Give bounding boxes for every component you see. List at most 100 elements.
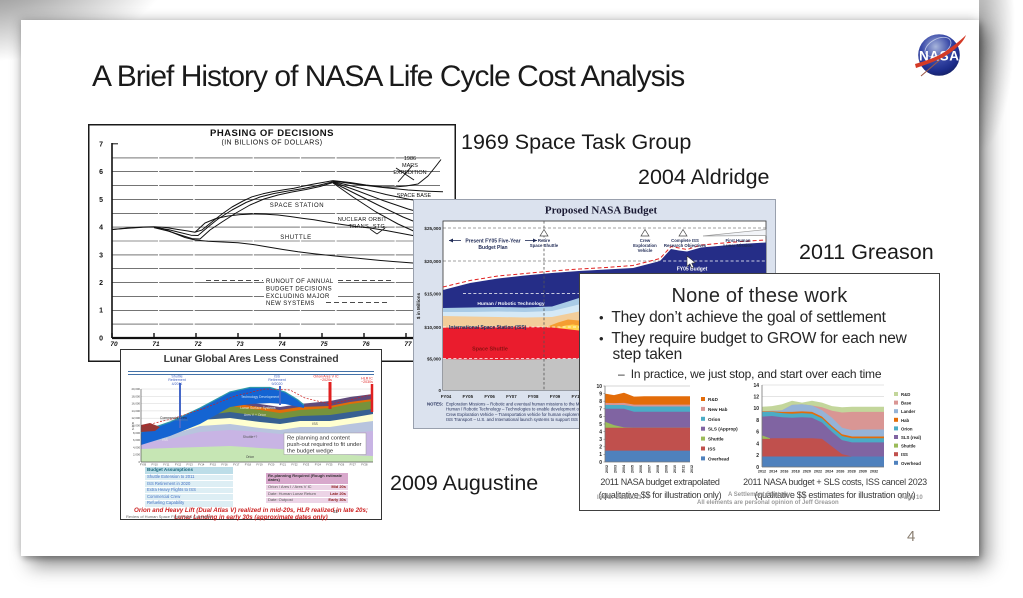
svg-text:SLS (Approp): SLS (Approp)	[708, 427, 738, 432]
svg-text:2006: 2006	[639, 465, 643, 473]
svg-text:FY08: FY08	[528, 394, 539, 399]
svg-text:FY20: FY20	[268, 463, 275, 467]
svg-text:ISS Transport – U.S. and Inter: ISS Transport – U.S. and International l…	[446, 417, 591, 422]
svg-text:$ in Millions: $ in Millions	[416, 292, 421, 319]
svg-text:2012: 2012	[758, 470, 766, 474]
svg-text:Retirement: Retirement	[268, 378, 286, 382]
svg-text:$ in B: $ in B	[131, 422, 135, 430]
svg-text:New Hab: New Hab	[708, 407, 728, 412]
svg-text:Shuttle: Shuttle	[901, 444, 916, 449]
svg-text:Orion: Orion	[246, 455, 254, 459]
svg-text:Overhead: Overhead	[901, 461, 921, 466]
svg-text:Orion/Ares V IC: Orion/Ares V IC	[313, 374, 339, 378]
svg-text:Retire: Retire	[538, 238, 551, 243]
svg-text:2: 2	[99, 280, 103, 287]
svg-text:FY25: FY25	[326, 463, 333, 467]
svg-text:FY10: FY10	[572, 394, 583, 399]
svg-text:2011: 2011	[682, 465, 686, 473]
svg-text:0: 0	[99, 335, 103, 342]
svg-text:3: 3	[99, 252, 103, 259]
svg-text:8: 8	[599, 399, 602, 405]
svg-text:FY26: FY26	[338, 463, 345, 467]
svg-text:14,000: 14,000	[131, 409, 140, 413]
svg-text:NUCLEAR ORBIT: NUCLEAR ORBIT	[338, 217, 388, 223]
svg-text:Complete ISS: Complete ISS	[671, 238, 699, 243]
svg-text:FY21: FY21	[280, 463, 287, 467]
svg-text:TRANS. STG.: TRANS. STG.	[349, 224, 388, 230]
svg-text:NOTES:: NOTES:	[427, 402, 444, 407]
svg-text:FY11: FY11	[163, 463, 170, 467]
svg-text:2024: 2024	[825, 470, 834, 474]
svg-text:$15,000: $15,000	[424, 292, 441, 297]
svg-text:2005: 2005	[631, 465, 635, 473]
svg-text:(IN BILLIONS OF DOLLARS): (IN BILLIONS OF DOLLARS)	[221, 140, 322, 147]
svg-text:Commercial Crew: Commercial Crew	[160, 416, 187, 420]
svg-text:Human / Robotic Technology – T: Human / Robotic Technology – Technologie…	[446, 407, 616, 412]
svg-text:77: 77	[404, 341, 412, 348]
svg-text:2016: 2016	[780, 470, 788, 474]
svg-text:Technology Development: Technology Development	[241, 395, 279, 399]
svg-text:FY28: FY28	[361, 463, 368, 467]
svg-text:EXCLUDING MAJOR: EXCLUDING MAJOR	[266, 294, 330, 300]
svg-text:2010: 2010	[673, 465, 677, 473]
svg-text:FY15: FY15	[210, 463, 217, 467]
svg-text:FY09: FY09	[550, 394, 561, 399]
svg-text:FY05 Budget: FY05 Budget	[677, 267, 708, 273]
svg-text:2020: 2020	[803, 470, 811, 474]
svg-text:International Space Station (I: International Space Station (ISS)	[449, 325, 527, 331]
svg-text:the budget wedge: the budget wedge	[287, 448, 333, 454]
svg-text:4: 4	[599, 429, 602, 435]
svg-text:Shuttle: Shuttle	[708, 437, 724, 442]
svg-text:6: 6	[99, 169, 103, 176]
svg-text:FY19: FY19	[256, 463, 263, 467]
svg-text:5: 5	[599, 422, 602, 428]
svg-text:Budget Plan: Budget Plan	[478, 245, 507, 251]
svg-text:Proposed NASA Budget: Proposed NASA Budget	[545, 205, 658, 217]
svg-text:70: 70	[110, 341, 118, 348]
svg-text:8,000: 8,000	[133, 431, 140, 435]
svg-text:2,000: 2,000	[133, 453, 140, 457]
svg-text:R&D: R&D	[901, 392, 910, 397]
svg-text:Shuttle: Shuttle	[171, 374, 182, 378]
svg-text:Research Objectives: Research Objectives	[664, 243, 707, 248]
svg-text:Hab: Hab	[901, 418, 909, 423]
svg-text:6,000: 6,000	[133, 438, 140, 442]
svg-text:FY17: FY17	[233, 463, 240, 467]
svg-text:2008: 2008	[656, 465, 660, 473]
svg-text:10: 10	[596, 384, 602, 390]
svg-text:SPACE STATION: SPACE STATION	[270, 203, 324, 209]
svg-text:73: 73	[236, 341, 244, 348]
svg-text:2012: 2012	[690, 465, 694, 473]
svg-text:9: 9	[599, 391, 602, 397]
svg-text:NEW SYSTEMS: NEW SYSTEMS	[266, 301, 315, 307]
svg-text:Exploration: Exploration	[633, 243, 657, 248]
svg-text:$20,000: $20,000	[424, 259, 441, 264]
svg-text:RUNOUT OF ANNUAL: RUNOUT OF ANNUAL	[266, 279, 334, 285]
svg-text:HLR IC: HLR IC	[361, 376, 373, 380]
svg-text:10,000: 10,000	[131, 424, 140, 428]
svg-text:FY24: FY24	[315, 463, 322, 467]
svg-text:10: 10	[753, 406, 759, 412]
svg-text:FY14: FY14	[198, 463, 205, 467]
svg-text:Overhead: Overhead	[708, 456, 729, 461]
svg-text:ISS: ISS	[708, 447, 715, 452]
svg-text:MARS: MARS	[402, 163, 418, 169]
svg-text:ISS: ISS	[162, 438, 168, 442]
svg-text:18,000: 18,000	[131, 394, 140, 398]
svg-text:First Human: First Human	[725, 238, 750, 243]
svg-text:FY10: FY10	[151, 463, 158, 467]
svg-text:~2020s: ~2020s	[320, 378, 332, 382]
svg-text:FY27: FY27	[350, 463, 357, 467]
svg-text:4,000: 4,000	[133, 445, 140, 449]
svg-text:12,000: 12,000	[131, 416, 140, 420]
svg-text:ISS: ISS	[901, 452, 908, 457]
svg-text:9/2020: 9/2020	[272, 382, 283, 386]
svg-text:SHUTTLE: SHUTTLE	[280, 235, 312, 241]
svg-text:Present FY05 Five-Year: Present FY05 Five-Year	[465, 239, 520, 245]
svg-text:Base: Base	[901, 401, 912, 406]
svg-text:ISS: ISS	[274, 374, 280, 378]
svg-text:Lunar Mission: Lunar Mission	[723, 243, 753, 248]
svg-text:FY13: FY13	[186, 463, 193, 467]
svg-text:72: 72	[194, 341, 202, 348]
svg-text:FY22: FY22	[291, 463, 298, 467]
